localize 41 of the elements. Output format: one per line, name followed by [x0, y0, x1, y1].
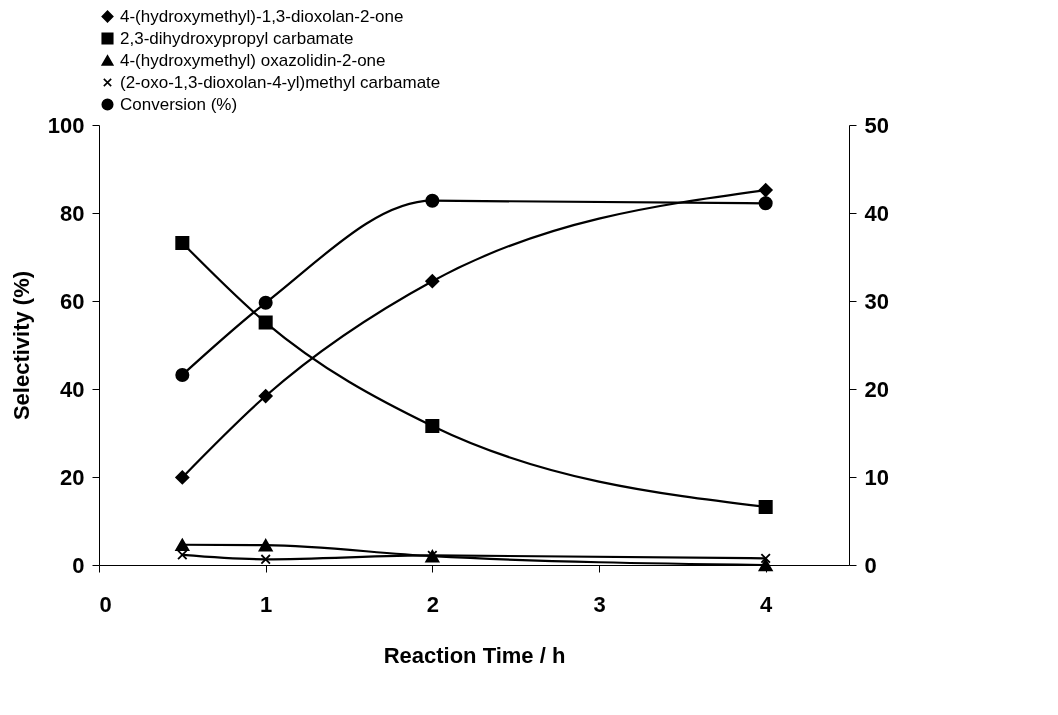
point	[425, 193, 440, 208]
point	[425, 418, 440, 433]
y2-tick-label: 0	[864, 552, 877, 578]
y2-tick-label: 10	[864, 464, 889, 490]
y-tick-label: 60	[60, 288, 85, 314]
y2-tick-label: 20	[864, 376, 889, 402]
point	[425, 274, 440, 289]
point	[758, 183, 773, 198]
y-axis-title: Selectivity (%)	[8, 270, 34, 421]
y-tick-label: 80	[60, 200, 85, 226]
point	[760, 553, 771, 564]
y2-tick-label: 50	[864, 112, 889, 138]
point	[175, 470, 190, 485]
point	[758, 196, 773, 211]
point	[258, 389, 273, 404]
y-tick-label: 20	[60, 464, 85, 490]
x-tick-label: 0	[99, 591, 112, 617]
point	[260, 554, 271, 565]
y2-tick-label: 40	[864, 200, 889, 226]
x-tick-label: 3	[593, 591, 606, 617]
x-tick-label: 4	[760, 591, 774, 617]
point	[758, 499, 773, 514]
y-tick-label: 100	[47, 112, 85, 138]
y-tick-label: 40	[60, 376, 85, 402]
y2-tick-label: 30	[864, 288, 889, 314]
legend-label: Conversion (%)	[120, 94, 238, 114]
point	[258, 539, 273, 552]
legend-label: 4-(hydroxymethyl) oxazolidin-2-one	[120, 50, 386, 70]
point	[175, 235, 190, 250]
x-axis-title: Reaction Time / h	[383, 642, 566, 668]
x-tick-label: 1	[260, 591, 273, 617]
legend-label: (2-oxo-1,3-dioxolan-4-yl)methyl carbamate	[120, 72, 441, 92]
x-tick-label: 2	[426, 591, 439, 617]
y-tick-label: 0	[72, 552, 85, 578]
point	[258, 315, 273, 330]
legend-label: 2,3-dihydroxypropyl carbamate	[120, 28, 354, 48]
point	[175, 367, 190, 382]
point	[758, 558, 773, 572]
point	[175, 538, 190, 551]
point	[258, 295, 273, 310]
legend-label: 4-(hydroxymethyl)-1,3-dioxolan-2-one	[120, 6, 404, 26]
